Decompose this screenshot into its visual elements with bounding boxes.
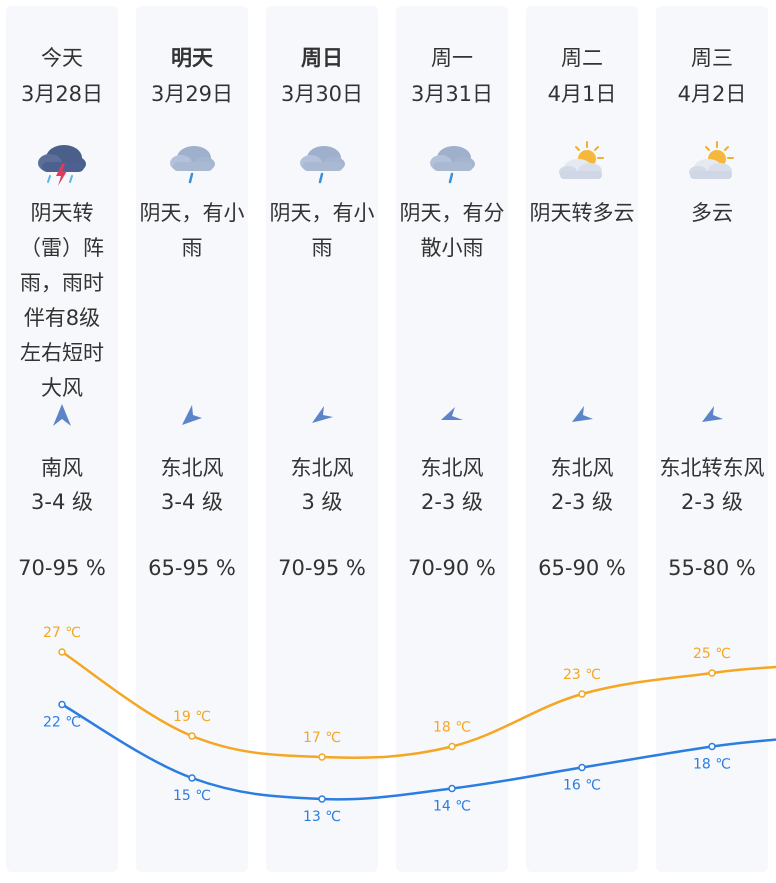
day-name: 今天 [41, 46, 83, 70]
wind-direction-icon [136, 402, 248, 428]
humidity: 55-80 % [668, 556, 756, 580]
forecast-day: 今天 3月28日 阴天转（雷）阵雨，雨时伴有8级左右短时大风 南风 3-4 级 … [6, 6, 118, 872]
day-name: 周一 [431, 46, 473, 70]
light-rain-icon [266, 138, 378, 192]
day-date: 4月1日 [547, 82, 617, 106]
forecast-day: 周一 3月31日 阴天，有分散小雨 东北风 2-3 级 70-90 % [396, 6, 508, 872]
weather-description: 阴天转多云 [529, 201, 635, 225]
wind-direction-icon [266, 402, 378, 428]
day-name: 周三 [691, 46, 733, 70]
humidity: 65-90 % [538, 556, 626, 580]
wind-direction-icon [6, 402, 118, 428]
wind-direction: 南风 [41, 456, 83, 480]
day-date: 4月2日 [677, 82, 747, 106]
day-date: 3月29日 [150, 82, 234, 106]
wind-direction-icon [526, 402, 638, 428]
wind-direction-icon [656, 402, 768, 428]
partly-cloudy-icon [656, 138, 768, 192]
wind-level: 2-3 级 [421, 490, 483, 514]
weather-description: 多云 [691, 201, 733, 225]
light-rain-icon [136, 138, 248, 192]
light-rain-icon [396, 138, 508, 192]
forecast-day: 周日 3月30日 阴天，有小雨 东北风 3 级 70-95 % [266, 6, 378, 872]
wind-direction: 东北风 [290, 456, 354, 480]
forecast-day: 明天 3月29日 阴天，有小雨 东北风 3-4 级 65-95 % [136, 6, 248, 872]
humidity: 65-95 % [148, 556, 236, 580]
wind-level: 3-4 级 [161, 490, 223, 514]
humidity: 70-90 % [408, 556, 496, 580]
day-date: 3月31日 [410, 82, 494, 106]
wind-level: 3-4 级 [31, 490, 93, 514]
humidity: 70-95 % [18, 556, 106, 580]
day-name: 周二 [561, 46, 603, 70]
wind-direction: 东北风 [420, 456, 484, 480]
wind-level: 2-3 级 [681, 490, 743, 514]
weather-description: 阴天，有小雨 [269, 201, 375, 260]
weather-description: 阴天转（雷）阵雨，雨时伴有8级左右短时大风 [20, 201, 104, 400]
humidity: 70-95 % [278, 556, 366, 580]
day-date: 3月28日 [20, 82, 104, 106]
forecast-day: 周二 4月1日 阴天转多云 东北风 2-3 级 65-90 % [526, 6, 638, 872]
thunderstorm-icon [6, 138, 118, 192]
partly-cloudy-icon [526, 138, 638, 192]
wind-level: 3 级 [301, 490, 343, 514]
wind-direction: 东北风 [550, 456, 614, 480]
forecast-day: 周三 4月2日 多云 东北转东风 2-3 级 55-80 % [656, 6, 768, 872]
wind-level: 2-3 级 [551, 490, 613, 514]
wind-direction: 东北风 [160, 456, 224, 480]
weather-description: 阴天，有分散小雨 [399, 201, 505, 260]
day-name: 周日 [301, 46, 343, 70]
day-date: 3月30日 [280, 82, 364, 106]
day-name: 明天 [171, 46, 213, 70]
weather-description: 阴天，有小雨 [139, 201, 245, 260]
wind-direction-icon [396, 402, 508, 428]
wind-direction: 东北转东风 [659, 456, 765, 480]
